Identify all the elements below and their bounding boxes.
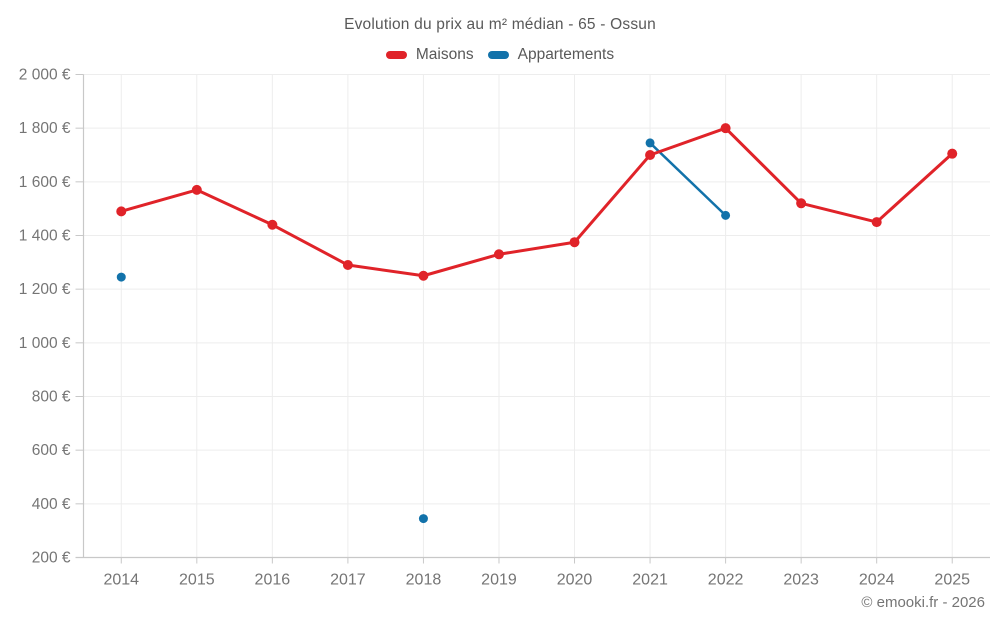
data-point-maisons-2014[interactable] [116,206,127,217]
data-point-appartements-2014[interactable] [116,272,126,282]
x-axis-tick-label: 2022 [708,572,744,589]
y-axis-tick-label: 1 800 € [19,120,71,137]
y-axis-tick-label: 1 000 € [19,335,71,352]
x-axis-tick-label: 2025 [934,572,970,589]
chart-legend: Maisons Appartements [0,46,1000,64]
data-point-maisons-2015[interactable] [191,184,202,195]
legend-item-appartements[interactable]: Appartements [487,46,615,64]
y-axis-tick-label: 1 200 € [19,281,71,298]
data-point-maisons-2023[interactable] [796,198,807,209]
maisons-series-swatch [385,51,407,59]
data-point-appartements-2018[interactable] [418,514,428,524]
copyright-text: © emooki.fr - 2026 [861,594,985,611]
x-axis-tick-label: 2018 [406,572,442,589]
x-axis-tick-label: 2017 [330,572,366,589]
y-axis-tick-label: 2 000 € [19,67,71,84]
x-axis-tick-label: 2014 [103,572,139,589]
x-axis-tick-label: 2019 [481,572,517,589]
data-point-maisons-2020[interactable] [569,237,580,248]
data-point-maisons-2017[interactable] [342,260,353,271]
x-axis-tick-label: 2021 [632,572,668,589]
legend-label-appartements: Appartements [517,46,615,63]
y-axis-tick-label: 1 600 € [19,174,71,191]
data-point-appartements-2022[interactable] [721,210,731,220]
y-axis-tick-label: 400 € [32,496,71,513]
appartements-series-swatch [487,51,509,59]
legend-label-maisons: Maisons [415,46,474,63]
x-axis-tick-label: 2023 [783,572,819,589]
series-appartements [116,138,731,524]
series-maisons [116,123,958,281]
data-point-appartements-2021[interactable] [645,138,655,148]
data-point-maisons-2021[interactable] [645,150,656,160]
data-point-maisons-2016[interactable] [267,219,278,230]
legend-item-maisons[interactable]: Maisons [385,46,474,64]
x-axis-tick-label: 2020 [557,572,593,589]
data-point-maisons-2024[interactable] [871,217,882,228]
x-axis-tick-label: 2015 [179,572,215,589]
data-point-maisons-2019[interactable] [493,249,504,260]
y-axis-tick-label: 200 € [32,550,71,567]
y-axis-tick-label: 800 € [32,389,71,406]
data-point-maisons-2018[interactable] [418,270,429,281]
data-point-maisons-2022[interactable] [720,123,731,134]
y-axis-tick-label: 600 € [32,442,71,459]
x-axis-tick-label: 2024 [859,572,895,589]
chart-title: Evolution du prix au m² médian - 65 - Os… [344,16,656,33]
data-point-maisons-2025[interactable] [947,148,958,159]
y-axis-tick-label: 1 400 € [19,228,71,245]
x-axis-tick-label: 2016 [255,572,291,589]
